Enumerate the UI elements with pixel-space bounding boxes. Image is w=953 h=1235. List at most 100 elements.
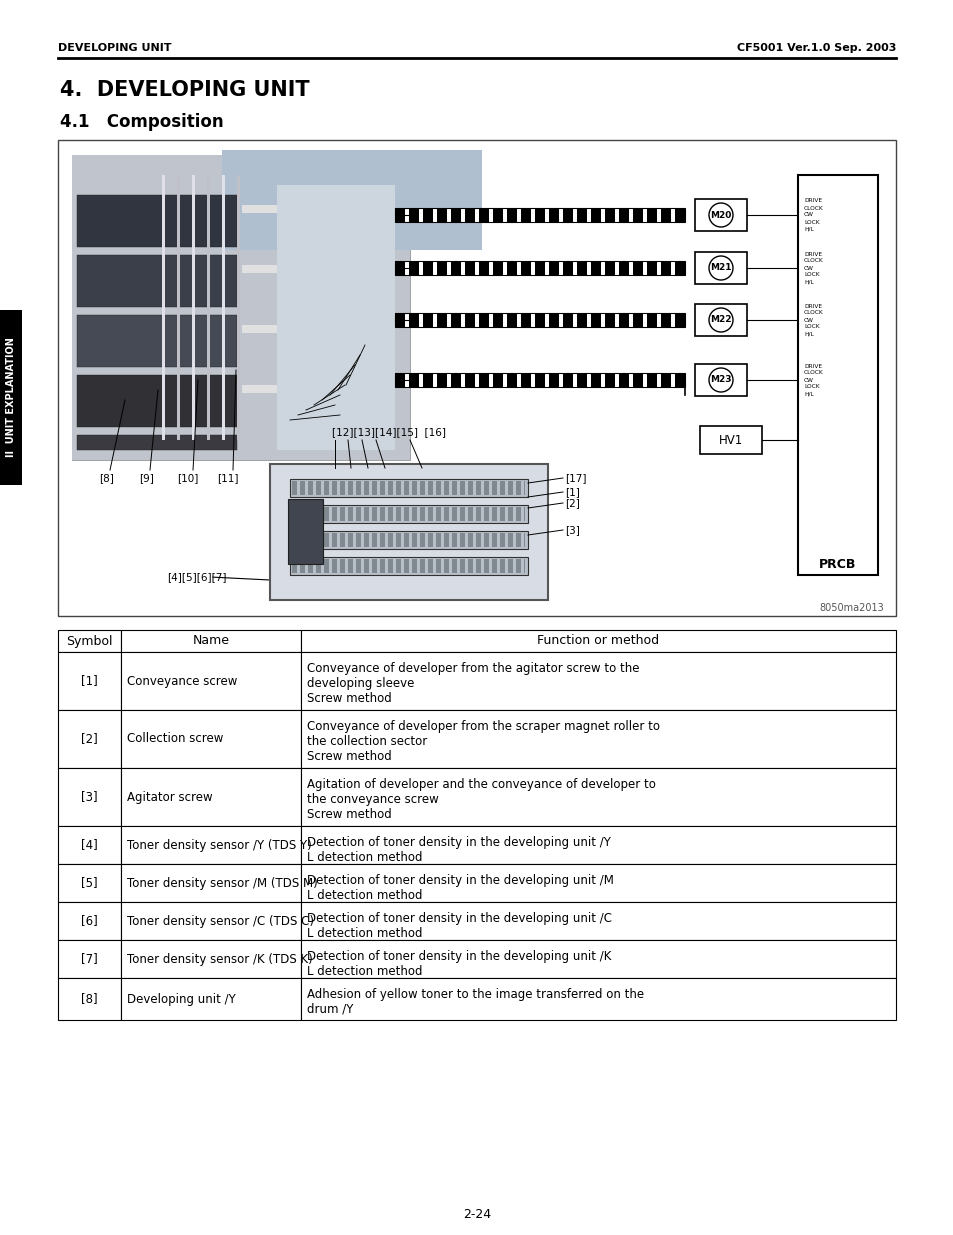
Bar: [451, 312, 460, 327]
Bar: [379, 534, 385, 547]
Bar: [372, 534, 376, 547]
Bar: [633, 373, 642, 387]
Text: the conveyance screw: the conveyance screw: [307, 793, 438, 806]
Bar: [797, 175, 877, 576]
Bar: [492, 480, 497, 495]
Bar: [452, 534, 456, 547]
Bar: [464, 373, 475, 387]
Bar: [292, 534, 296, 547]
Circle shape: [708, 308, 732, 332]
Bar: [478, 373, 489, 387]
Bar: [301, 978, 895, 1020]
Bar: [222, 175, 225, 440]
Bar: [58, 940, 121, 978]
Bar: [499, 508, 504, 521]
Text: DEVELOPING UNIT: DEVELOPING UNIT: [58, 43, 172, 53]
Bar: [660, 373, 670, 387]
Text: M22: M22: [709, 315, 731, 325]
Bar: [506, 373, 517, 387]
Bar: [324, 508, 329, 521]
Text: H/L: H/L: [803, 391, 813, 396]
Text: CLOCK: CLOCK: [803, 258, 822, 263]
Bar: [695, 199, 746, 231]
Bar: [403, 480, 409, 495]
Bar: [324, 534, 329, 547]
Bar: [301, 940, 895, 978]
Bar: [242, 266, 276, 273]
Bar: [364, 508, 369, 521]
Bar: [451, 207, 460, 222]
Bar: [618, 373, 628, 387]
Bar: [58, 978, 121, 1020]
Bar: [403, 534, 409, 547]
Text: CW: CW: [803, 266, 813, 270]
Bar: [299, 559, 305, 573]
Text: LOCK: LOCK: [803, 220, 819, 225]
Bar: [507, 559, 513, 573]
Bar: [388, 534, 393, 547]
Text: Function or method: Function or method: [537, 635, 659, 647]
Text: Symbol: Symbol: [66, 635, 112, 647]
Bar: [506, 312, 517, 327]
Bar: [548, 261, 558, 275]
Text: [17]: [17]: [564, 473, 586, 483]
Bar: [58, 826, 121, 864]
Bar: [507, 480, 513, 495]
Bar: [301, 710, 895, 768]
Text: Toner density sensor /K (TDS K): Toner density sensor /K (TDS K): [127, 952, 313, 966]
Bar: [301, 902, 895, 940]
Text: L detection method: L detection method: [307, 851, 422, 864]
Bar: [633, 312, 642, 327]
Bar: [523, 534, 524, 547]
Bar: [452, 508, 456, 521]
Bar: [520, 373, 531, 387]
Bar: [459, 559, 464, 573]
Bar: [409, 373, 418, 387]
Bar: [660, 312, 670, 327]
Text: Detection of toner density in the developing unit /Y: Detection of toner density in the develo…: [307, 836, 610, 848]
Bar: [468, 508, 473, 521]
Bar: [0, 310, 22, 485]
Bar: [507, 508, 513, 521]
Text: LOCK: LOCK: [803, 273, 819, 278]
Bar: [562, 312, 573, 327]
Text: [11]: [11]: [217, 473, 238, 483]
Bar: [436, 207, 447, 222]
Bar: [633, 207, 642, 222]
Bar: [395, 207, 405, 222]
Bar: [412, 508, 416, 521]
Bar: [77, 435, 236, 450]
Bar: [422, 207, 433, 222]
Bar: [242, 205, 276, 212]
Bar: [516, 480, 520, 495]
Bar: [577, 373, 586, 387]
Bar: [77, 315, 236, 367]
Bar: [618, 312, 628, 327]
Bar: [339, 480, 345, 495]
Bar: [315, 480, 320, 495]
Bar: [548, 207, 558, 222]
Text: L detection method: L detection method: [307, 927, 422, 940]
Bar: [355, 534, 360, 547]
Bar: [459, 534, 464, 547]
Bar: [395, 373, 405, 387]
Bar: [493, 312, 502, 327]
Bar: [476, 480, 480, 495]
Bar: [464, 261, 475, 275]
Text: [6]: [6]: [81, 914, 98, 927]
Bar: [459, 508, 464, 521]
Bar: [308, 480, 313, 495]
Text: drum /Y: drum /Y: [307, 1003, 353, 1016]
Circle shape: [708, 368, 732, 391]
Text: 8050ma2013: 8050ma2013: [819, 603, 883, 613]
Text: LOCK: LOCK: [803, 384, 819, 389]
Bar: [520, 207, 531, 222]
Bar: [443, 534, 449, 547]
Bar: [451, 261, 460, 275]
Bar: [604, 373, 615, 387]
Text: [7]: [7]: [81, 952, 98, 966]
Bar: [121, 826, 301, 864]
Bar: [242, 385, 276, 393]
Bar: [324, 480, 329, 495]
Bar: [428, 534, 433, 547]
